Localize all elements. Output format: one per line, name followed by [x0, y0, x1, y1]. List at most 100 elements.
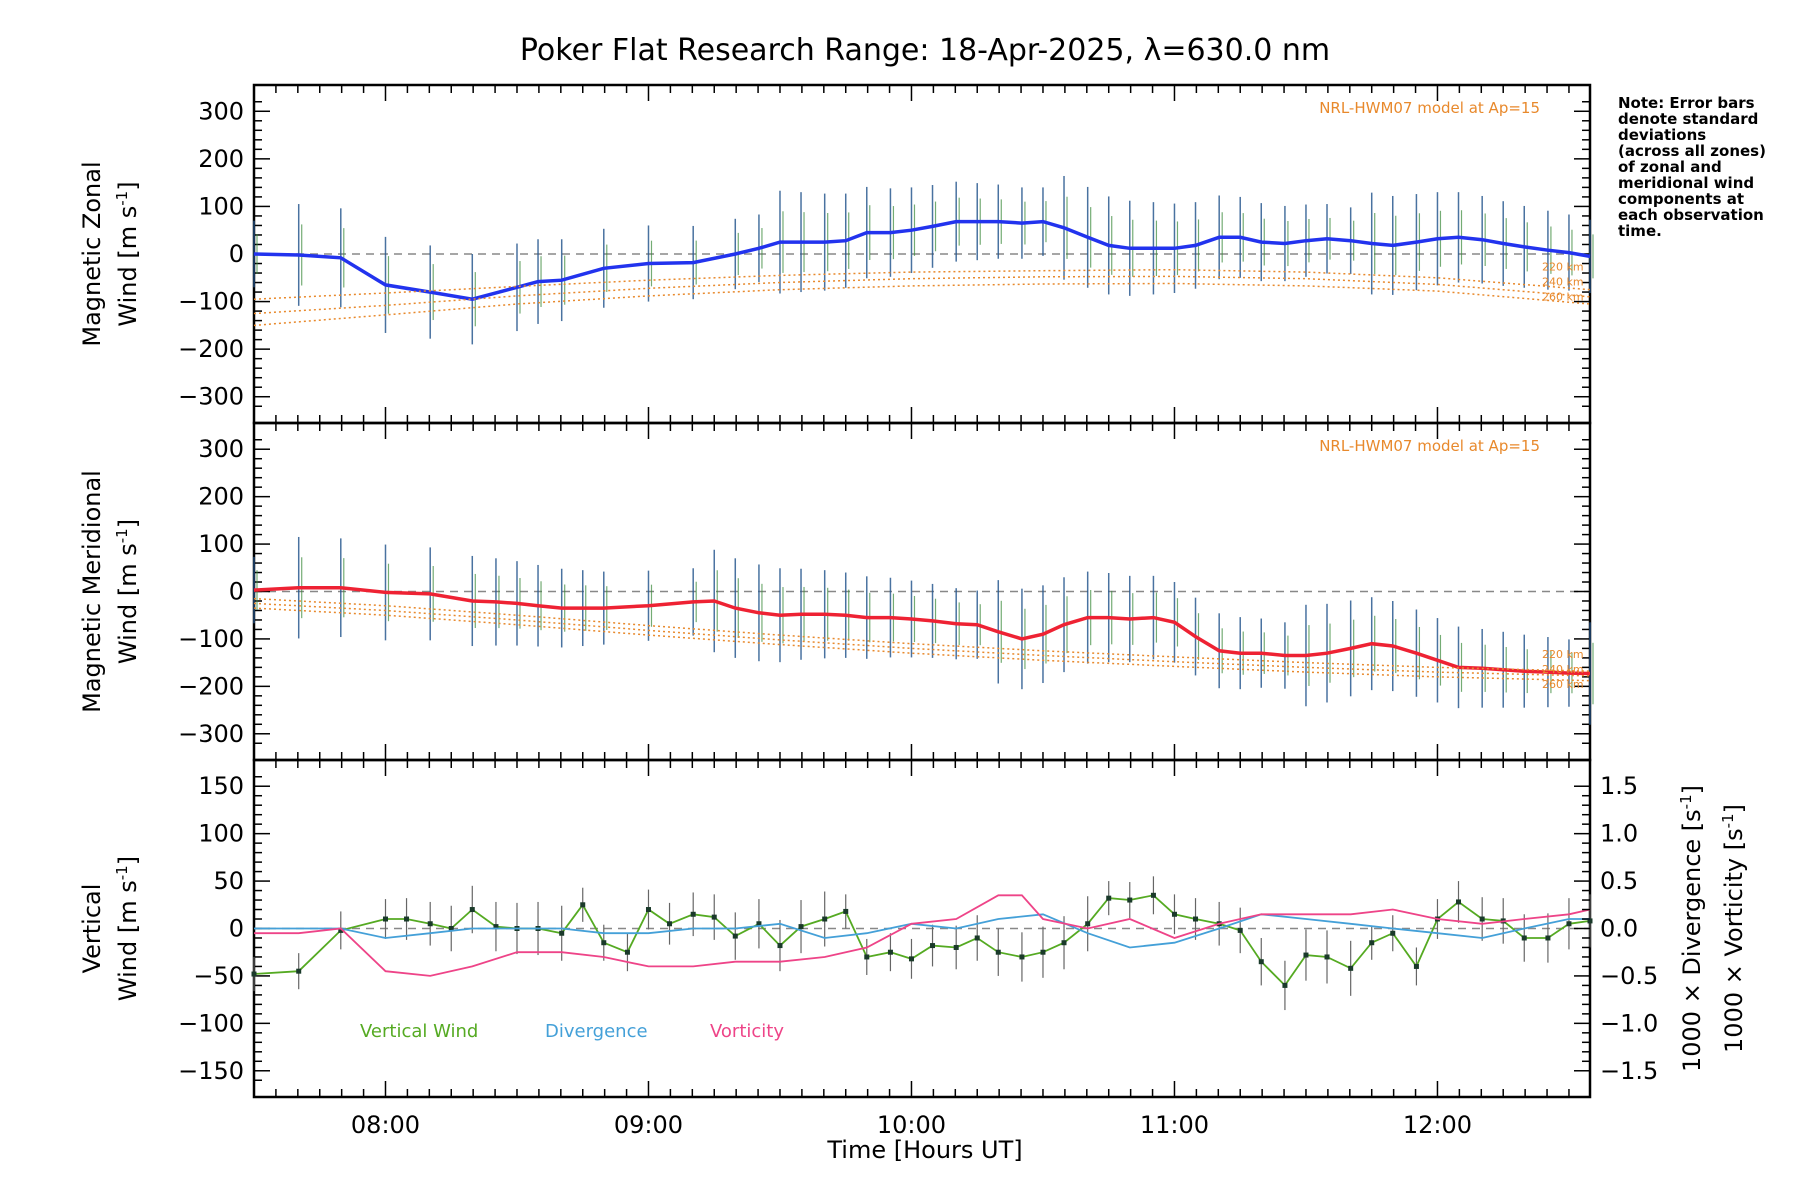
data-point — [1545, 935, 1551, 941]
y-tick-label: 200 — [198, 483, 244, 511]
data-point — [645, 907, 651, 913]
y-tick-label: 50 — [213, 867, 244, 895]
legend-item: Divergence — [545, 1021, 648, 1042]
x-tick-label: 09:00 — [614, 1111, 683, 1139]
y-axis-label-sup: -1 — [113, 191, 131, 206]
y2-label-close: ] — [1720, 804, 1748, 813]
y-tick-label: 0 — [229, 240, 244, 268]
y-axis-label-close: ] — [114, 519, 142, 528]
y2-label-sup: -1 — [1719, 813, 1737, 828]
y-axis-label-line2: Wind [m s-1] — [113, 181, 142, 326]
data-point — [930, 943, 936, 949]
data-point — [1566, 921, 1572, 927]
series-line-vorticity — [254, 894, 1591, 977]
altitude-label: 220 km — [1542, 648, 1584, 661]
data-point — [1019, 954, 1025, 960]
data-point — [974, 935, 980, 941]
y-tick-label: −100 — [178, 625, 244, 653]
y-tick-label: 0 — [229, 915, 244, 943]
y-tick-label: 0 — [229, 578, 244, 606]
y-axis-label-line2: Wind [m s-1] — [113, 856, 142, 1001]
altitude-label: 260 km — [1542, 678, 1584, 691]
y-tick-label: 100 — [198, 192, 244, 220]
y-tick-label: 150 — [198, 772, 244, 800]
legend-item: Vorticity — [710, 1021, 784, 1042]
note-line: deviations — [1618, 126, 1706, 144]
y-axis-label-close: ] — [114, 856, 142, 865]
data-point — [448, 926, 454, 931]
data-point — [953, 944, 959, 950]
series-line-divergence — [254, 913, 1590, 949]
data-point — [995, 949, 1001, 955]
y-tick-label: 100 — [198, 820, 244, 848]
legend-item: Vertical Wind — [360, 1021, 478, 1042]
panel-meridional: 300 200 100 0 −100 −200 −300 Magnetic Meridiona… — [78, 423, 1594, 760]
data-point — [1193, 916, 1199, 922]
data-point — [559, 930, 565, 936]
data-point — [1040, 949, 1046, 955]
data-point — [732, 933, 738, 939]
x-tick-label: 08:00 — [351, 1111, 420, 1139]
series-line-hwm07-240-km — [253, 275, 1591, 315]
data-point — [1237, 927, 1243, 933]
note-line: meridional wind — [1618, 174, 1754, 192]
data-point — [1171, 911, 1177, 917]
y2-label-close: ] — [1678, 785, 1706, 794]
data-point — [1587, 918, 1593, 924]
data-point — [1061, 940, 1067, 946]
y-axis-label-close: ] — [114, 181, 142, 190]
x-axis-label: Time [Hours UT] — [826, 1136, 1022, 1164]
series-line-hwm07-220-km — [253, 268, 1591, 300]
data-point — [1150, 892, 1156, 898]
data-point — [427, 921, 433, 927]
y-axis-label-unit: Wind [m s — [114, 880, 142, 1001]
y-axis-label-line1: Magnetic Zonal — [78, 161, 106, 346]
altitude-label: 240 km — [1542, 663, 1584, 676]
note-line: components at — [1618, 190, 1744, 208]
data-point — [296, 968, 302, 974]
data-point — [624, 949, 630, 955]
y2-label-text: 1000 × Divergence [s — [1678, 809, 1706, 1072]
note-line: time. — [1618, 222, 1662, 240]
data-point — [1324, 954, 1330, 960]
note-line: (across all zones) — [1618, 142, 1766, 160]
note-line: Note: Error bars — [1618, 94, 1755, 112]
y2-label-text: 1000 × Vorticity [s — [1720, 828, 1748, 1053]
data-point — [887, 949, 893, 955]
series-line-zonal-wind — [253, 219, 1591, 301]
data-point — [822, 916, 828, 922]
data-point — [843, 908, 849, 914]
data-point — [1282, 982, 1288, 988]
y-tick-label: 300 — [198, 97, 244, 125]
x-tick-label: 12:00 — [1403, 1111, 1472, 1139]
model-label: NRL-HWM07 model at Ap=15 — [1319, 437, 1540, 455]
y2-tick-label: −0.5 — [1600, 962, 1658, 990]
model-label: NRL-HWM07 model at Ap=15 — [1319, 99, 1540, 117]
data-point — [777, 943, 783, 949]
x-tick-label: 11:00 — [1140, 1111, 1209, 1139]
y-tick-label: −300 — [178, 720, 244, 748]
y-tick-label: −150 — [178, 1057, 244, 1085]
chart-title: Poker Flat Research Range: 18-Apr-2025, … — [520, 33, 1330, 68]
data-point — [1390, 930, 1396, 936]
y2-tick-label: −1.5 — [1600, 1057, 1658, 1085]
data-point — [493, 924, 499, 930]
data-point — [1085, 921, 1091, 927]
data-point — [690, 911, 696, 917]
y-axis-label-line2: Wind [m s-1] — [113, 519, 142, 664]
data-point — [1106, 895, 1112, 901]
y-axis-label-unit: Wind [m s — [114, 206, 142, 327]
y2-label-sup: -1 — [1677, 794, 1695, 809]
y2-axis-label-vorticity: 1000 × Vorticity [s-1] — [1719, 804, 1748, 1053]
y2-tick-label: −1.0 — [1600, 1009, 1658, 1037]
y-axis-label-line1: Vertical — [78, 884, 106, 974]
note-line: each observation — [1618, 206, 1764, 224]
y2-tick-label: 1.5 — [1600, 772, 1638, 800]
y-axis-label-sup: -1 — [113, 865, 131, 880]
data-point — [404, 916, 410, 922]
y2-tick-label: 1.0 — [1600, 820, 1638, 848]
y-axis-label-unit: Wind [m s — [114, 543, 142, 664]
